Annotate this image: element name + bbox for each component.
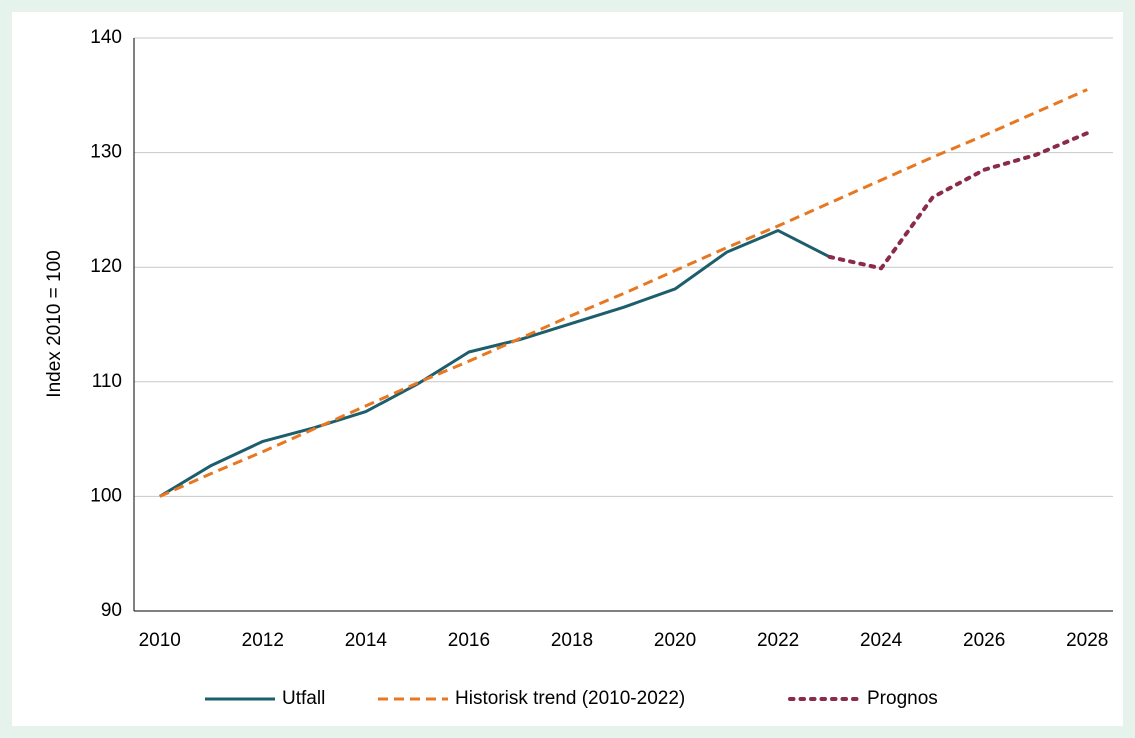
- y-tick-label: 140: [90, 27, 122, 48]
- x-tick-label: 2016: [448, 630, 490, 651]
- y-tick-label: 120: [90, 256, 122, 277]
- series-line: [159, 88, 1088, 498]
- x-tick-label: 2020: [654, 630, 696, 651]
- y-tick-label: 130: [90, 142, 122, 163]
- panel: [12, 12, 1123, 726]
- x-tick-label: 2028: [1066, 630, 1108, 651]
- x-tick-label: 2022: [757, 630, 799, 651]
- legend-label: Utfall: [282, 688, 325, 709]
- series-line: [827, 131, 1090, 271]
- series-line: [158, 229, 831, 498]
- x-tick-label: 2018: [551, 630, 593, 651]
- y-tick-label: 100: [90, 485, 122, 506]
- legend-label: Historisk trend (2010-2022): [455, 688, 685, 709]
- x-tick-label: 2010: [139, 630, 181, 651]
- x-tick-label: 2014: [345, 630, 388, 651]
- x-tick-label: 2012: [242, 630, 284, 651]
- y-tick-label: 90: [101, 600, 122, 621]
- y-axis-label: Index 2010 = 100: [44, 250, 65, 397]
- x-tick-label: 2026: [963, 630, 1005, 651]
- x-tick-label: 2024: [860, 630, 903, 651]
- legend-label: Prognos: [867, 688, 938, 709]
- y-tick-label: 110: [92, 371, 122, 392]
